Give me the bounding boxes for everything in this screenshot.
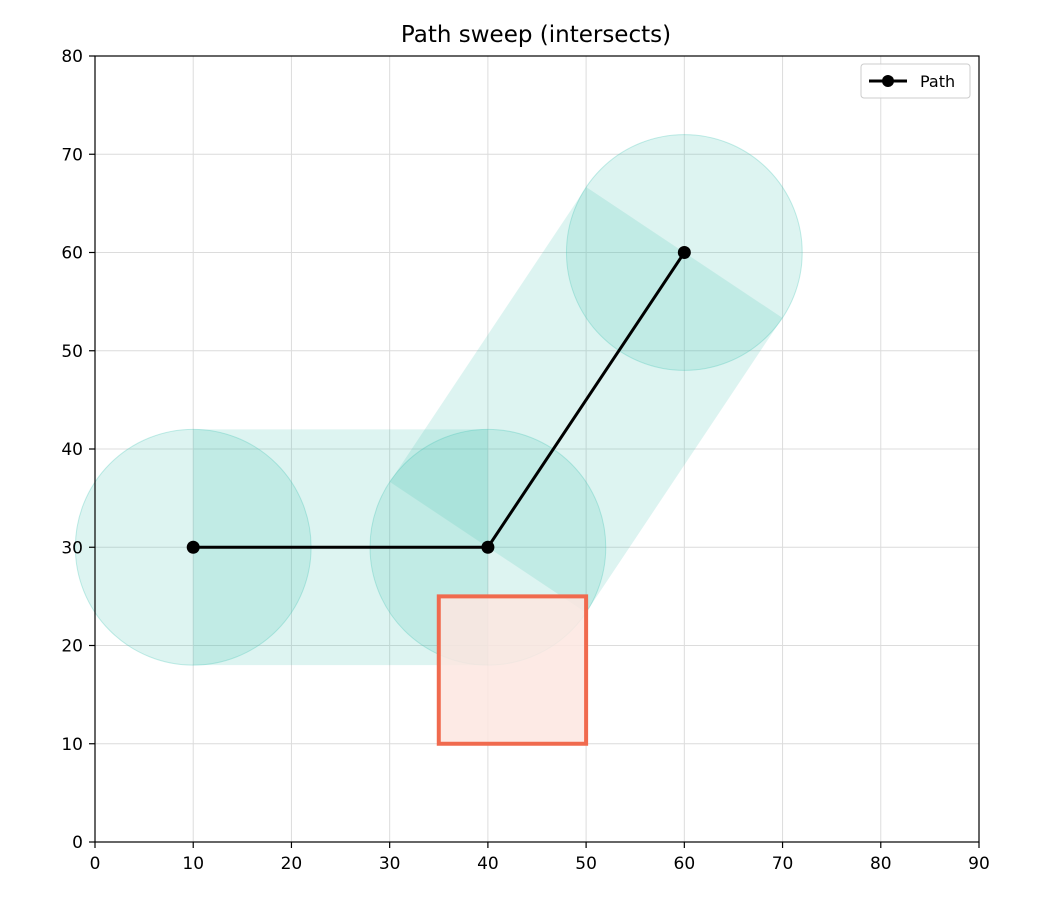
path-point-1	[481, 540, 495, 554]
y-tick-label-30: 30	[61, 538, 83, 558]
y-tick-label-50: 50	[61, 342, 83, 362]
x-tick-label-70: 70	[772, 854, 794, 874]
chart-title: Path sweep (intersects)	[401, 22, 671, 48]
path-point-2	[677, 246, 691, 259]
y-tick-label-80: 80	[61, 47, 83, 67]
obstacle-region	[436, 594, 589, 746]
y-tick-label-10: 10	[61, 735, 83, 755]
path-point-0	[186, 540, 200, 554]
x-tick-label-90: 90	[968, 854, 990, 874]
x-tick-label-50: 50	[575, 854, 597, 874]
x-tick-label-10: 10	[182, 854, 204, 874]
y-tick-label-70: 70	[61, 145, 83, 165]
y-tick-label-40: 40	[61, 440, 83, 460]
legend: Path	[860, 63, 971, 99]
x-tick-label-0: 0	[90, 854, 101, 874]
tick-labels: 0 10 20 30 40 50 60 70 80 90 0 10 20 30 40 50 60 70 80	[61, 47, 989, 874]
legend-marker-swatch	[882, 75, 894, 87]
legend-box	[860, 63, 971, 99]
legend-label-path: Path	[920, 72, 955, 91]
obstacle-rect	[436, 594, 589, 746]
y-tick-label-20: 20	[61, 637, 83, 657]
y-tick-label-0: 0	[72, 833, 83, 853]
x-tick-label-30: 30	[379, 854, 401, 874]
x-tick-label-40: 40	[477, 854, 499, 874]
path-series	[186, 246, 691, 554]
y-tick-label-60: 60	[61, 244, 83, 264]
x-tick-label-60: 60	[674, 854, 696, 874]
x-tick-label-80: 80	[870, 854, 892, 874]
x-tick-label-20: 20	[281, 854, 303, 874]
